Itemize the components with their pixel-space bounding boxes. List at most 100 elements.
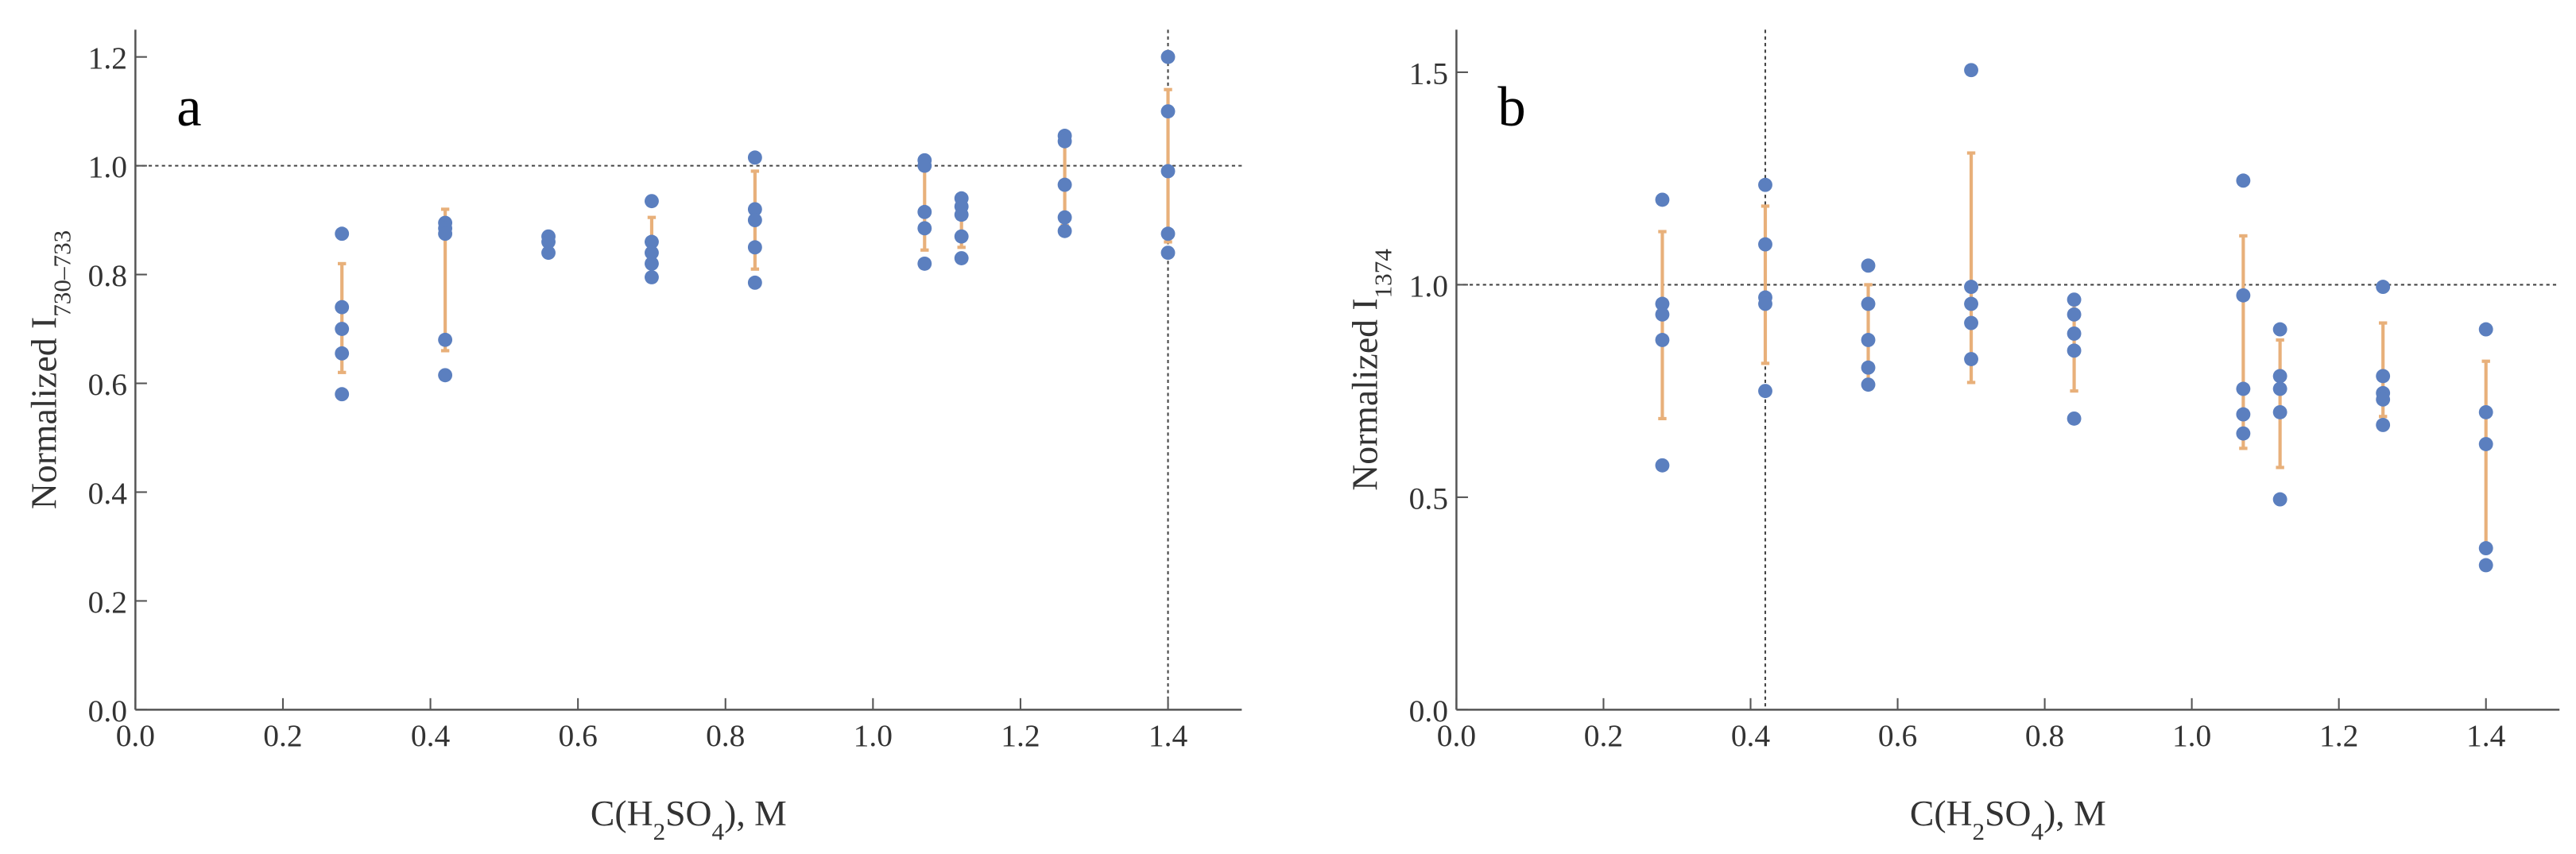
x-tick-label: 0.8	[706, 718, 745, 753]
x-tick-label: 0.0	[116, 718, 155, 753]
panel-label: a	[176, 76, 201, 138]
x-axis-label-part: SO	[1985, 793, 2031, 833]
data-point	[2376, 369, 2391, 384]
data-point	[1655, 458, 1670, 473]
data-point	[2236, 426, 2251, 441]
x-tick-label: 0.4	[1731, 718, 1771, 753]
x-axis-label-part: 2	[653, 817, 666, 844]
chart: 0.0 0.2 0.4 0.6 0.8 1.0 1.2 1.4 0.0 0.2 0.4 0.6 0.8 1…	[24, 29, 1242, 844]
data-point	[1160, 226, 1176, 242]
data-point	[1655, 307, 1670, 322]
data-point	[2478, 322, 2493, 337]
x-axis-label: C(H2SO4), M	[1910, 793, 2106, 844]
data-point	[2272, 322, 2287, 337]
data-point	[1057, 223, 1072, 238]
y-axis-label-part: 730–733	[48, 230, 76, 317]
data-point	[335, 346, 350, 361]
data-point	[747, 150, 762, 165]
data-point	[2067, 343, 2082, 358]
data-point	[1964, 315, 1978, 330]
data-point	[645, 194, 659, 209]
error-bar	[1761, 204, 1770, 365]
y-tick-label: 0.0	[88, 694, 127, 728]
data-point	[747, 240, 762, 255]
x-tick-label: 1.2	[1001, 718, 1040, 753]
y-tick-label: 0.0	[1409, 694, 1448, 728]
chart: 0.0 0.2 0.4 0.6 0.8 1.0 1.2 1.4 0.0 0.5 1.0 1.5 b C(H…	[1345, 29, 2560, 844]
x-axis-label-part: 4	[712, 817, 725, 844]
data-point	[2236, 173, 2251, 188]
data-point	[335, 226, 350, 242]
data-point	[1758, 237, 1772, 252]
x-axis-label-part: SO	[665, 793, 711, 833]
error-bar	[2481, 359, 2490, 546]
x-tick-label: 0.6	[558, 718, 597, 753]
panel-label: b	[1497, 76, 1525, 138]
x-tick-label: 0.0	[1437, 718, 1476, 753]
data-point	[1861, 333, 1876, 347]
x-tick-label: 0.4	[411, 718, 451, 753]
x-axis-label-part: C(H	[591, 793, 653, 833]
data-point	[2067, 292, 2082, 307]
data-point	[954, 251, 969, 265]
data-point	[1655, 333, 1670, 347]
data-point	[954, 229, 969, 244]
data-point	[2236, 288, 2251, 303]
x-axis-label-part: C(H	[1910, 793, 1973, 833]
data-point	[541, 234, 556, 249]
data-point	[645, 256, 659, 271]
data-point	[1964, 63, 1978, 78]
x-tick-label: 0.8	[2025, 718, 2064, 753]
data-point	[1861, 296, 1876, 311]
data-point	[1160, 164, 1176, 179]
data-point	[747, 213, 762, 228]
x-tick-label: 1.2	[2319, 718, 2358, 753]
x-tick-label: 1.0	[2172, 718, 2211, 753]
data-point	[1861, 377, 1876, 392]
data-point	[1160, 49, 1176, 64]
error-bar	[1658, 230, 1667, 421]
data-point	[917, 158, 932, 173]
data-point	[1758, 177, 1772, 192]
data-point	[1964, 296, 1978, 311]
data-point	[2376, 418, 2391, 432]
data-point	[438, 332, 453, 347]
data-point	[1057, 210, 1072, 225]
data-point	[1160, 104, 1176, 119]
data-point	[438, 368, 453, 383]
y-tick-label: 0.2	[88, 585, 127, 620]
data-point	[2478, 558, 2493, 573]
x-tick-label: 0.2	[263, 718, 302, 753]
x-tick-label: 0.2	[1584, 718, 1623, 753]
y-tick-label: 0.5	[1409, 481, 1448, 516]
data-point	[2478, 541, 2493, 556]
x-tick-label: 1.4	[2466, 718, 2506, 753]
data-point	[1655, 296, 1670, 311]
error-bar	[2276, 338, 2284, 470]
data-point	[1758, 384, 1772, 399]
x-axis-label-part: 2	[1973, 817, 1985, 844]
y-tick-label: 1.0	[1409, 269, 1448, 303]
y-tick-label: 0.4	[88, 476, 128, 511]
data-point	[2236, 407, 2251, 422]
data-point	[1964, 352, 1978, 366]
x-tick-label: 0.6	[1878, 718, 1917, 753]
data-point	[335, 299, 350, 315]
y-tick-label: 1.5	[1409, 56, 1448, 91]
data-point	[917, 221, 932, 236]
data-point	[645, 234, 659, 249]
y-axis-label: Normalized I730–733	[24, 230, 76, 509]
error-bar	[1966, 151, 1976, 384]
data-point	[645, 270, 659, 284]
y-tick-label: 0.8	[88, 258, 127, 293]
y-axis-label-part: 1374	[1369, 249, 1396, 299]
y-tick-label: 1.2	[88, 41, 127, 75]
data-point	[954, 207, 969, 222]
y-axis-label-part: Normalized I	[24, 317, 64, 509]
data-point	[2067, 327, 2082, 341]
data-point	[1861, 360, 1876, 375]
data-point	[2272, 369, 2287, 384]
x-axis-label-part: ), M	[724, 793, 787, 833]
data-point	[1057, 133, 1072, 149]
